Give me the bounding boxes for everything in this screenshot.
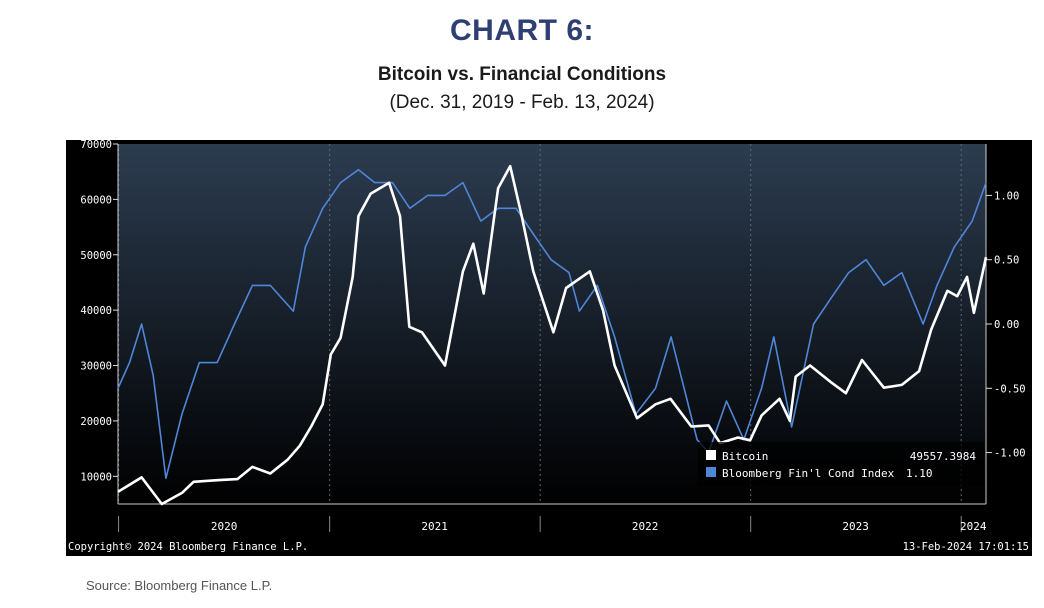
x-tick-label-2022: 2022 — [632, 520, 659, 533]
left-tick-label: 70000 — [80, 140, 112, 151]
right-tick-label: -0.50 — [994, 383, 1026, 395]
x-tick-label-2024: 2024 — [960, 520, 987, 533]
left-tick-label: 50000 — [80, 250, 112, 262]
series-line-fci — [117, 168, 987, 480]
grid-lines — [118, 144, 962, 504]
series-layer — [117, 164, 988, 506]
left-tick-label: 40000 — [80, 305, 112, 317]
copyright-text: Copyright© 2024 Bloomberg Finance L.P. — [68, 541, 308, 553]
right-axis: 1.00 0.50 0.00 -0.50 -1.00 — [985, 144, 1026, 504]
left-tick-label: 60000 — [80, 194, 112, 206]
legend-value-bitcoin: 49557.3984 — [910, 450, 977, 463]
left-axis: 70000 60000 50000 40000 30000 20000 10000 — [80, 140, 119, 504]
chart-svg: 70000 60000 50000 40000 30000 20000 10000 1.00… — [68, 140, 1029, 553]
legend-swatch-bitcoin — [706, 450, 716, 460]
x-axis: 2020 2021 2022 2023 2024 — [118, 503, 987, 533]
right-tick-label: 0.50 — [994, 255, 1019, 267]
legend: Bitcoin 49557.3984 Bloomberg Fin'l Cond … — [698, 442, 984, 486]
legend-swatch-fci — [706, 467, 716, 477]
legend-box — [698, 442, 984, 486]
left-tick-label: 20000 — [80, 416, 112, 428]
source-note: Source: Bloomberg Finance L.P. — [86, 578, 273, 593]
chart-heading: CHART 6: — [450, 14, 594, 47]
right-tick-label: 1.00 — [994, 190, 1019, 202]
legend-label-bitcoin: Bitcoin — [722, 450, 768, 463]
x-tick-label-2021: 2021 — [421, 520, 448, 533]
series-line-bitcoin — [117, 164, 988, 506]
left-tick-label: 10000 — [80, 471, 112, 483]
left-tick-label: 30000 — [80, 361, 112, 373]
chart-frame: 70000 60000 50000 40000 30000 20000 10000 1.00… — [66, 140, 1032, 556]
chart-subtitle: Bitcoin vs. Financial Conditions — [377, 64, 667, 85]
chart-date-range: (Dec. 31, 2019 - Feb. 13, 2024) — [389, 92, 655, 113]
x-tick-label-2020: 2020 — [211, 520, 238, 533]
timestamp-text: 13-Feb-2024 17:01:15 — [903, 541, 1029, 553]
legend-value-fci: 1.10 — [906, 467, 933, 480]
right-tick-label: 0.00 — [994, 319, 1019, 331]
right-tick-label: -1.00 — [994, 448, 1026, 460]
x-tick-label-2023: 2023 — [842, 520, 869, 533]
legend-label-fci: Bloomberg Fin'l Cond Index — [722, 467, 895, 480]
